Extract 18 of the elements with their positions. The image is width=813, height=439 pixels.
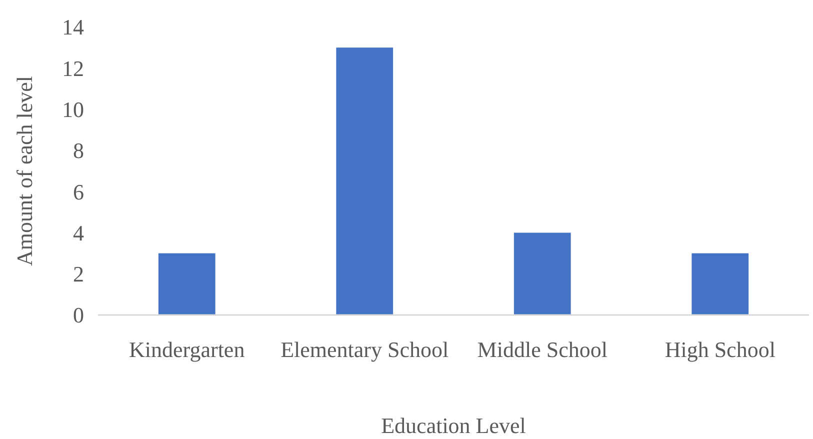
bar: [336, 48, 394, 315]
y-tick-label: 10: [62, 96, 84, 122]
y-axis-title: Amount of each level: [12, 76, 37, 266]
y-tick-label: 8: [73, 138, 84, 164]
x-tick-label: Middle School: [477, 337, 608, 362]
y-tick-label: 0: [73, 302, 84, 328]
y-tick-label: 12: [62, 56, 84, 81]
x-tick-label: Kindergarten: [129, 337, 245, 362]
bar: [692, 253, 749, 315]
y-tick-label: 2: [73, 262, 84, 287]
bar: [514, 232, 571, 315]
y-tick-label: 14: [62, 14, 84, 40]
x-tick-label: Elementary School: [280, 337, 449, 362]
y-tick-label: 4: [73, 220, 84, 246]
x-tick-label: High School: [664, 337, 776, 362]
x-axis-title: Education Level: [381, 413, 526, 438]
bar: [158, 253, 216, 315]
y-tick-label: 6: [73, 179, 84, 204]
